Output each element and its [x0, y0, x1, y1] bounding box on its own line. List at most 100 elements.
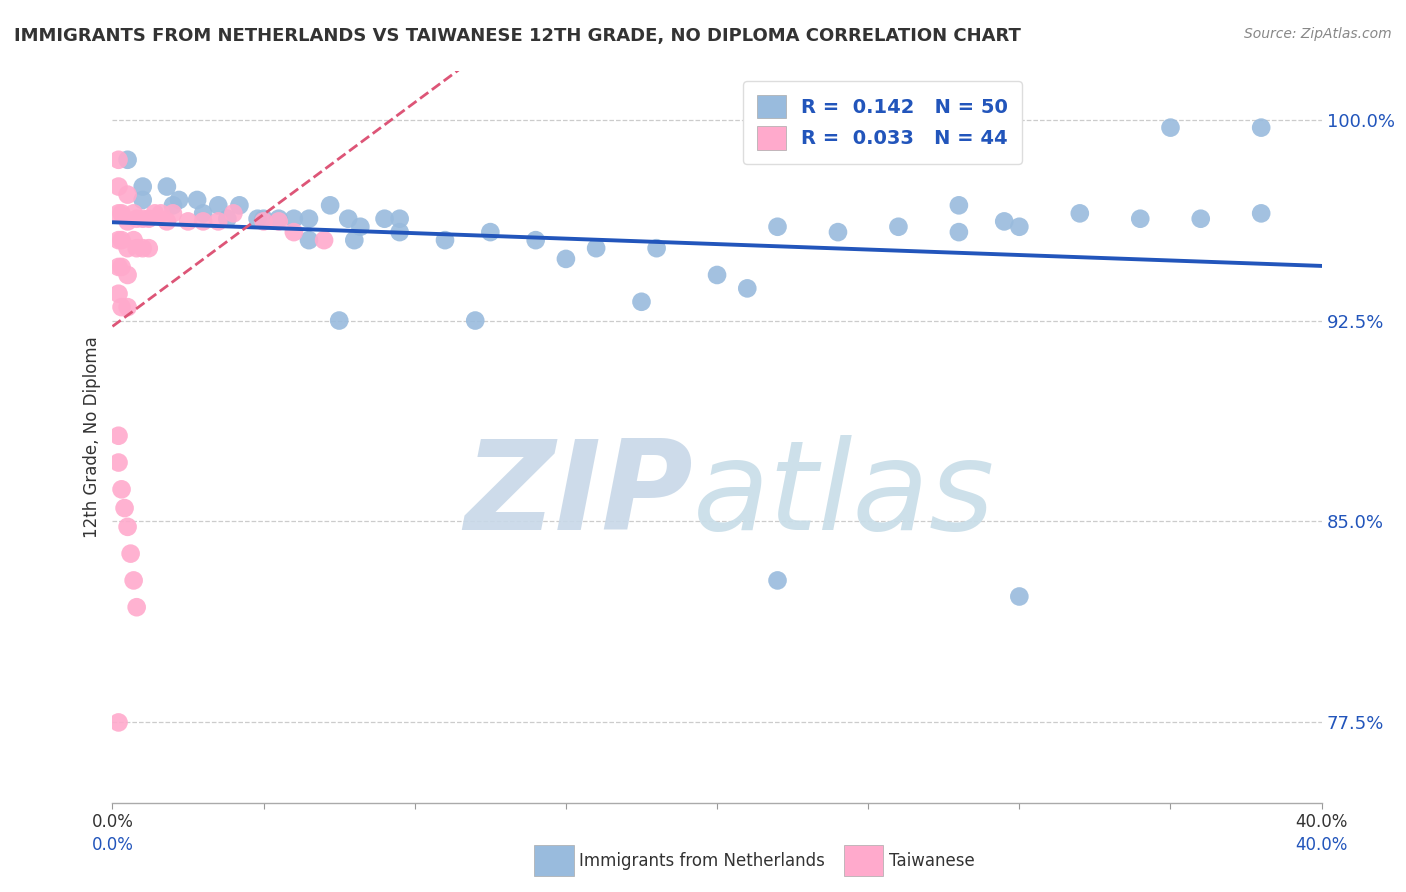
Point	[122, 206, 145, 220]
Point	[1008, 590, 1031, 604]
Text: ZIP: ZIP	[464, 435, 693, 556]
Point	[110, 300, 132, 314]
Point	[993, 214, 1015, 228]
Point	[107, 233, 129, 247]
Point	[464, 313, 486, 327]
Point	[191, 214, 214, 228]
Text: Taiwanese: Taiwanese	[889, 852, 974, 870]
Point	[125, 600, 148, 615]
Point	[110, 483, 132, 497]
Point	[107, 179, 129, 194]
Point	[314, 233, 336, 247]
Point	[887, 219, 910, 234]
Point	[948, 225, 970, 239]
Point	[107, 206, 129, 220]
Point	[766, 219, 789, 234]
Point	[107, 260, 129, 274]
Point	[1189, 211, 1212, 226]
Point	[706, 268, 728, 282]
Point	[138, 241, 160, 255]
Point	[267, 214, 290, 228]
Point	[1159, 120, 1181, 135]
Point	[766, 574, 789, 588]
Point	[132, 241, 155, 255]
Point	[125, 211, 148, 226]
Point	[349, 219, 371, 234]
Point	[177, 214, 200, 228]
Point	[343, 233, 366, 247]
Point	[737, 281, 759, 295]
Point	[110, 233, 132, 247]
Point	[117, 300, 139, 314]
Point	[388, 225, 411, 239]
Point	[283, 211, 305, 226]
Point	[162, 206, 184, 220]
Point	[1008, 219, 1031, 234]
Point	[149, 206, 172, 220]
Point	[156, 214, 179, 228]
Point	[120, 547, 142, 561]
Point	[630, 294, 652, 309]
Point	[253, 214, 276, 228]
Point	[827, 225, 849, 239]
Point	[1250, 206, 1272, 220]
Legend: R =  0.142   N = 50, R =  0.033   N = 44: R = 0.142 N = 50, R = 0.033 N = 44	[742, 81, 1022, 163]
Point	[117, 241, 139, 255]
Point	[298, 211, 321, 226]
Point	[1069, 206, 1091, 220]
Point	[948, 198, 970, 212]
Point	[337, 211, 360, 226]
Point	[374, 211, 396, 226]
Point	[207, 214, 229, 228]
Point	[156, 179, 179, 194]
Point	[246, 211, 269, 226]
Point	[132, 211, 155, 226]
Point	[645, 241, 668, 255]
Text: Source: ZipAtlas.com: Source: ZipAtlas.com	[1244, 27, 1392, 41]
Point	[107, 286, 129, 301]
Point	[107, 715, 129, 730]
Text: 40.0%: 40.0%	[1295, 836, 1348, 854]
Point	[585, 241, 607, 255]
Point	[267, 211, 290, 226]
Point	[167, 193, 190, 207]
Point	[228, 198, 250, 212]
Y-axis label: 12th Grade, No Diploma: 12th Grade, No Diploma	[83, 336, 101, 538]
Point	[132, 193, 155, 207]
Point	[328, 313, 350, 327]
Point	[1129, 211, 1152, 226]
Point	[479, 225, 502, 239]
Text: Immigrants from Netherlands: Immigrants from Netherlands	[579, 852, 825, 870]
Point	[117, 187, 139, 202]
Point	[283, 225, 305, 239]
Point	[125, 241, 148, 255]
Point	[138, 211, 160, 226]
Point	[388, 211, 411, 226]
Point	[298, 233, 321, 247]
Point	[162, 198, 184, 212]
Point	[524, 233, 547, 247]
Point	[253, 211, 276, 226]
Point	[107, 428, 129, 442]
Point	[433, 233, 456, 247]
Point	[554, 252, 576, 266]
Text: IMMIGRANTS FROM NETHERLANDS VS TAIWANESE 12TH GRADE, NO DIPLOMA CORRELATION CHAR: IMMIGRANTS FROM NETHERLANDS VS TAIWANESE…	[14, 27, 1021, 45]
Point	[122, 574, 145, 588]
Point	[217, 211, 239, 226]
Point	[114, 501, 136, 516]
Point	[207, 198, 229, 212]
Point	[191, 206, 214, 220]
Point	[143, 206, 166, 220]
Point	[107, 456, 129, 470]
Point	[222, 206, 245, 220]
Point	[132, 179, 155, 194]
Point	[110, 206, 132, 220]
Point	[107, 153, 129, 167]
Text: atlas: atlas	[693, 435, 995, 556]
Point	[122, 233, 145, 247]
Point	[110, 260, 132, 274]
Point	[117, 214, 139, 228]
Point	[319, 198, 342, 212]
Point	[186, 193, 208, 207]
Point	[117, 520, 139, 534]
